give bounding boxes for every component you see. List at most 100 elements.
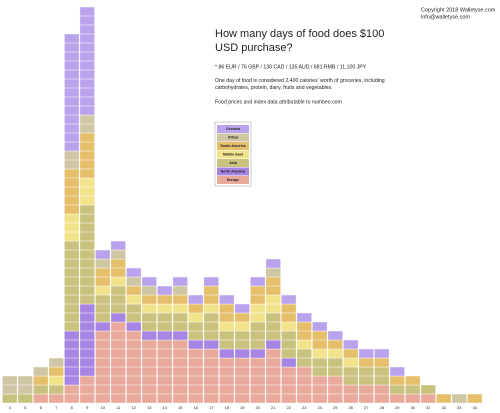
city-stack [234, 321, 250, 332]
city-stack [420, 384, 436, 395]
title-line: USD purchase? [215, 42, 293, 54]
city-stack [203, 339, 219, 350]
x-tick-label: 20 [256, 405, 261, 410]
city-stack [79, 132, 95, 179]
city-stack [389, 375, 405, 386]
x-tick-label: 14 [163, 405, 168, 410]
city-stack [48, 393, 64, 404]
city-stack [343, 339, 359, 350]
legend-swatch [217, 176, 249, 184]
city-stack [188, 312, 204, 323]
city-stack [172, 285, 188, 296]
city-stack [126, 294, 142, 305]
city-stack [188, 303, 204, 314]
note: Food prices and index data attributable … [215, 99, 342, 105]
city-stack [95, 321, 111, 332]
city-stack [250, 357, 266, 404]
x-tick-label: 22 [287, 405, 292, 410]
city-stack [95, 294, 111, 323]
city-stack [126, 267, 142, 278]
chart-title: How many days of food does $100 USD purch… [215, 28, 384, 54]
legend-swatch [217, 167, 249, 176]
city-stack [203, 276, 219, 287]
city-stack [436, 393, 452, 404]
x-tick-label: 15 [178, 405, 183, 410]
city-stack [234, 357, 250, 404]
legend-swatch [217, 150, 249, 159]
city-stack [141, 276, 157, 287]
city-stack [110, 321, 126, 404]
city-stack [312, 348, 328, 359]
city-stack [157, 294, 173, 305]
city-stack [234, 312, 250, 323]
city-stack [95, 285, 111, 296]
city-stack [327, 339, 343, 350]
city-stack [172, 276, 188, 287]
x-tick-label: 27 [364, 405, 369, 410]
legend-swatch [217, 142, 249, 150]
x-tick-label: 11 [116, 405, 121, 410]
city-stack [141, 303, 157, 314]
city-stack [250, 276, 266, 287]
city-stack [250, 321, 266, 350]
city-stack [296, 312, 312, 323]
x-tick-label: 16 [194, 405, 199, 410]
city-stack [33, 384, 49, 395]
x-tick-label: 9 [86, 405, 89, 410]
city-stack [188, 339, 204, 350]
city-stack [281, 330, 297, 359]
note-line: One day of food is considered 2,400 calo… [215, 78, 385, 84]
city-stack [48, 375, 64, 386]
city-stack [172, 294, 188, 305]
city-stack [389, 366, 405, 377]
x-tick-label: 13 [147, 405, 152, 410]
city-stack [172, 303, 188, 314]
x-tick-label: 12 [132, 405, 137, 410]
city-stack [420, 393, 436, 404]
city-stack [110, 312, 126, 323]
copyright: info@walletyse.com [421, 14, 470, 20]
city-stack [48, 366, 64, 377]
city-stack [110, 285, 126, 314]
city-stack [405, 393, 421, 404]
city-stack [157, 339, 173, 404]
city-stack [33, 366, 49, 377]
city-stack [33, 375, 49, 386]
x-tick-label: 18 [225, 405, 230, 410]
city-stack [250, 348, 266, 359]
x-tick-label: 7 [55, 405, 58, 410]
city-stack [157, 330, 173, 341]
city-stack [296, 339, 312, 350]
x-tick-label: 30 [411, 405, 416, 410]
city-stack [172, 330, 188, 341]
city-stack [467, 393, 483, 404]
city-stack [343, 357, 359, 368]
city-stack [2, 393, 18, 404]
city-stack [281, 294, 297, 305]
city-stack [327, 330, 343, 341]
city-stack [203, 312, 219, 341]
x-tick-label: 32 [442, 405, 447, 410]
note: One day of food is considered 2,400 calo… [215, 78, 385, 91]
x-tick-label: 34 [473, 405, 478, 410]
city-stack [265, 339, 281, 350]
city-stack [48, 357, 64, 368]
copyright: Copyright 2018 Walletyse.com [421, 7, 496, 13]
city-stack [389, 384, 405, 395]
city-stack [110, 276, 126, 287]
legend-label: Europe [227, 178, 239, 182]
city-stack [64, 213, 80, 242]
x-tick-label: 19 [240, 405, 245, 410]
city-stack [188, 294, 204, 305]
x-tick-label: 33 [457, 405, 462, 410]
city-stack [126, 285, 142, 296]
city-stack [358, 348, 374, 359]
city-stack [343, 348, 359, 359]
legend-swatch [217, 133, 249, 142]
city-stack [203, 303, 219, 314]
legend-label: Oceania [226, 127, 241, 131]
city-stack [281, 357, 297, 368]
city-stack [64, 33, 80, 152]
city-stack [281, 321, 297, 332]
city-stack [141, 339, 157, 404]
